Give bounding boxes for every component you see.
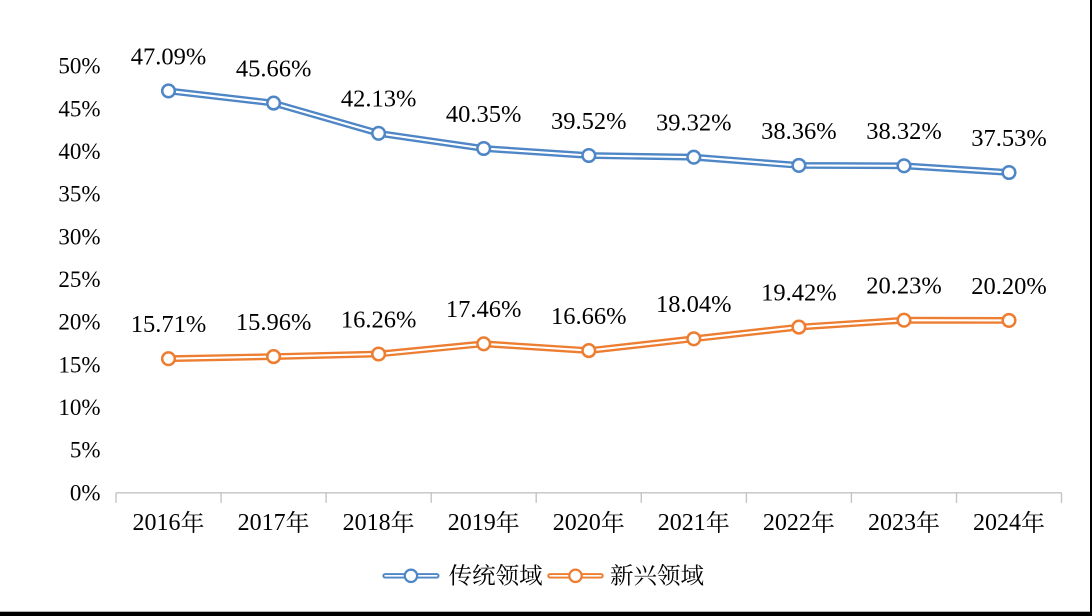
svg-text:35%: 35% [58,182,100,207]
svg-text:2021: 2021 [658,510,706,536]
svg-text:2016: 2016 [133,510,181,536]
svg-text:5%: 5% [70,438,101,463]
svg-text:18.04%: 18.04% [656,291,732,318]
svg-text:20.23%: 20.23% [866,273,942,300]
svg-text:17.46%: 17.46% [446,296,522,323]
svg-text:20.20%: 20.20% [971,273,1047,300]
svg-text:16.66%: 16.66% [551,303,627,330]
svg-text:19.42%: 19.42% [761,280,837,307]
svg-text:2024: 2024 [973,510,1021,536]
svg-text:39.32%: 39.32% [656,110,732,137]
svg-text:39.52%: 39.52% [551,108,627,135]
svg-text:15.71%: 15.71% [131,311,207,338]
svg-text:45%: 45% [58,96,100,121]
svg-text:37.53%: 37.53% [971,125,1047,152]
svg-text:20%: 20% [58,310,100,335]
svg-text:2018: 2018 [343,510,391,536]
svg-text:15%: 15% [58,352,100,377]
svg-text:0%: 0% [70,480,101,505]
svg-text:42.13%: 42.13% [341,86,417,113]
svg-text:2023: 2023 [868,510,916,536]
svg-text:15.96%: 15.96% [236,309,312,336]
svg-text:45.66%: 45.66% [236,56,312,83]
svg-text:16.26%: 16.26% [341,306,417,333]
svg-text:47.09%: 47.09% [131,43,207,70]
svg-text:2017: 2017 [238,510,286,536]
svg-text:30%: 30% [58,224,100,249]
svg-text:38.36%: 38.36% [761,118,837,145]
svg-text:38.32%: 38.32% [866,118,942,145]
svg-text:2020: 2020 [553,510,601,536]
svg-text:2019: 2019 [448,510,496,536]
svg-text:40.35%: 40.35% [446,101,522,128]
svg-text:40%: 40% [58,139,100,164]
svg-text:2022: 2022 [763,510,811,536]
svg-text:25%: 25% [58,267,100,292]
svg-text:50%: 50% [58,54,100,79]
svg-text:10%: 10% [58,395,100,420]
